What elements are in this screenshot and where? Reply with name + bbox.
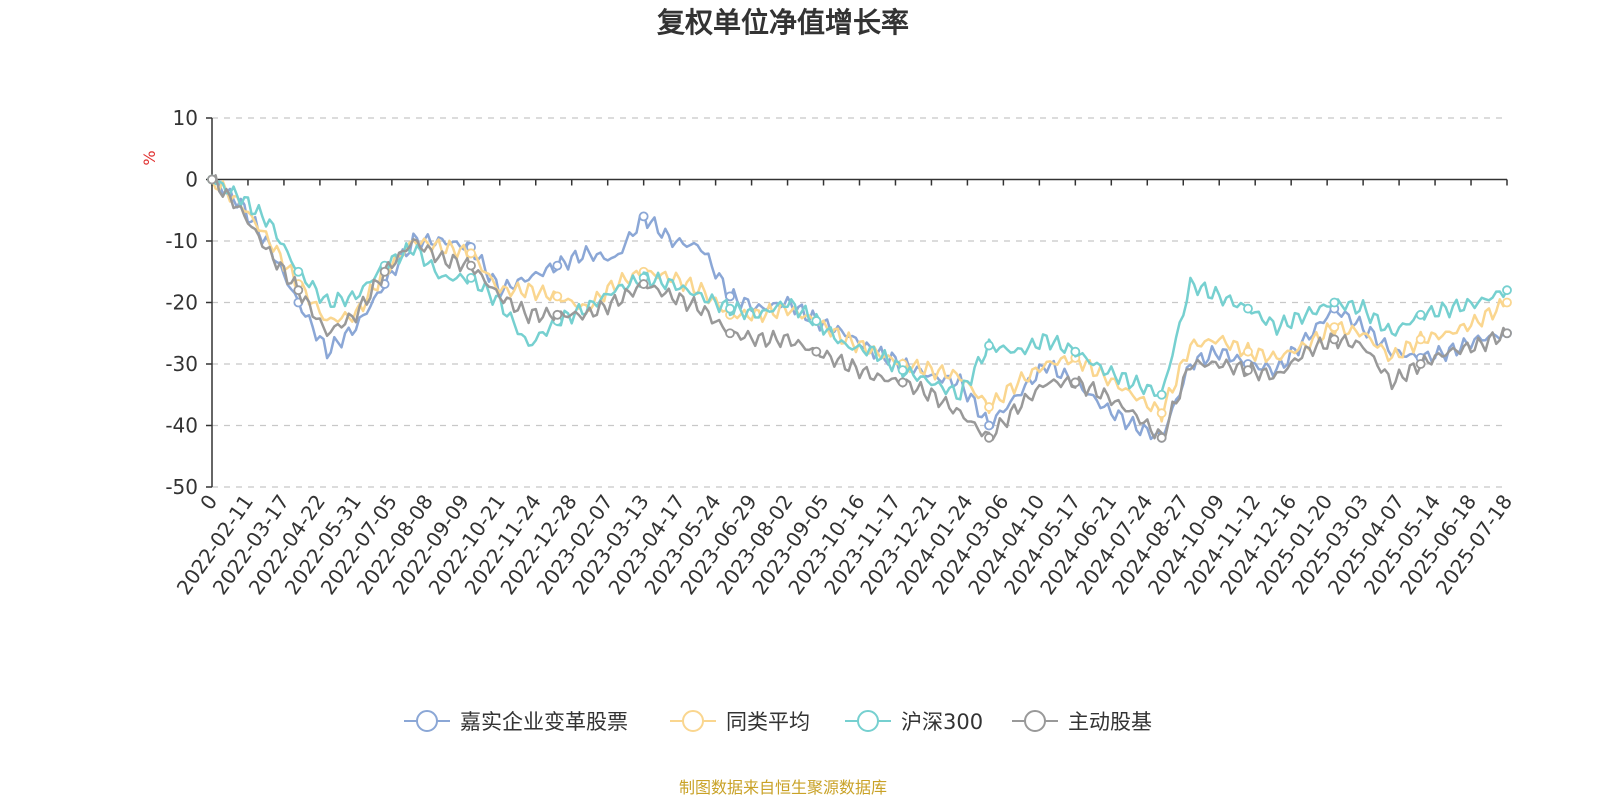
legend-marker [416,710,438,732]
series-marker-2 [1243,303,1253,314]
grid-layer [212,117,1507,488]
series-marker-3 [293,285,304,296]
series-marker-3 [466,260,476,271]
series-marker-1 [1329,322,1340,333]
legend-item-2[interactable]: 沪深300 [845,710,983,734]
series-marker-1 [1415,334,1426,345]
legend-item-3[interactable]: 主动股基 [1012,710,1152,734]
series-marker-3 [811,346,822,357]
series-marker-2 [984,340,994,351]
series-marker-2 [725,303,735,314]
series-marker-0 [638,211,649,222]
legend-marker [682,710,704,732]
legend-item-0[interactable]: 嘉实企业变革股票 [404,710,628,734]
series-marker-0 [984,420,994,431]
series-marker-0 [725,291,735,302]
series-marker-3 [725,328,735,339]
series-marker-2 [897,365,908,376]
series-marker-0 [552,260,563,271]
series-marker-3 [207,174,217,185]
y-tick-label: -30 [165,352,198,376]
y-tick-label: 10 [173,106,198,130]
legend-label: 同类平均 [726,710,810,734]
y-tick-label: -10 [165,229,198,253]
series-marker-3 [379,266,390,277]
legend-label: 沪深300 [901,710,983,734]
series-marker-2 [1329,297,1340,308]
series-marker-1 [466,248,476,259]
series-marker-2 [1070,346,1081,357]
legend-label: 主动股基 [1068,710,1152,734]
series-marker-3 [984,432,994,443]
y-tick-label: -20 [165,291,198,315]
series-marker-1 [1502,297,1512,308]
series-marker-1 [984,402,994,412]
legend-label: 嘉实企业变革股票 [460,710,628,734]
series-marker-3 [897,377,908,388]
series-marker-3 [1243,365,1253,376]
y-axis-unit: % [140,150,159,165]
chart-title: 复权单位净值增长率 [657,6,909,39]
series-marker-2 [811,316,822,326]
source-note: 制图数据来自恒生聚源数据库 [679,778,887,797]
x-tick-label: 0 [195,490,222,514]
series-line-2 [211,178,1509,401]
series-line-3 [211,174,1509,441]
series-marker-2 [1502,285,1512,296]
legend-marker [857,710,879,732]
y-tick-label: -50 [165,475,198,499]
series-marker-3 [1156,432,1167,443]
series-marker-2 [293,266,304,277]
series-layer [207,174,1512,443]
y-tick-label: -40 [165,414,198,438]
series-line-0 [211,178,1508,441]
series-marker-1 [552,291,563,302]
series-marker-3 [1415,359,1426,369]
series-marker-3 [552,309,563,320]
series-marker-2 [466,272,476,283]
y-tick-label: 0 [185,168,198,192]
series-marker-1 [1156,408,1167,419]
legend-marker [1024,710,1046,732]
series-marker-3 [1070,377,1081,388]
series-marker-2 [1156,389,1167,400]
series-line-1 [210,179,1508,423]
legend[interactable]: 嘉实企业变革股票 同类平均 沪深300 主动股基 [404,710,1152,734]
series-marker-3 [638,279,649,289]
series-marker-3 [1329,334,1340,345]
series-marker-3 [1502,328,1512,339]
series-marker-1 [1243,346,1253,357]
series-marker-2 [1415,309,1426,320]
legend-item-1[interactable]: 同类平均 [670,710,810,734]
